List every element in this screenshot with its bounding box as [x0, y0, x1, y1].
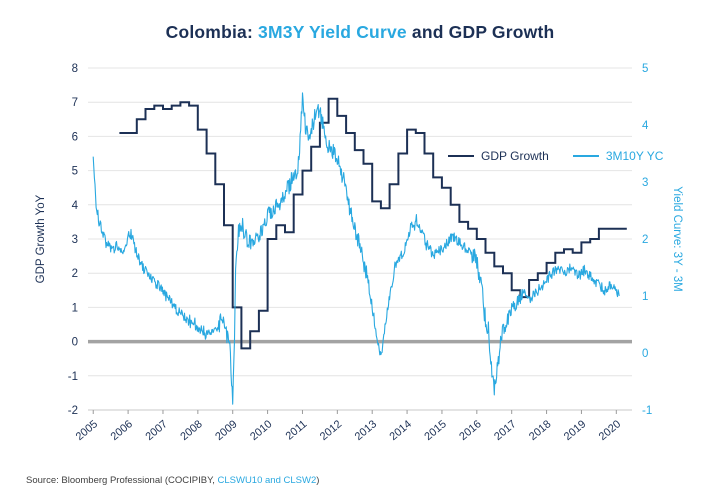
- y-left-tick-label: 2: [72, 268, 78, 280]
- x-tick-label: 2019: [562, 418, 588, 443]
- chart-canvas: 2005 2006 2007 2008 2009 2010 2011 2012 2013 2014…: [35, 63, 683, 443]
- legend: GDP Growth 3M10Y YC: [438, 146, 674, 166]
- x-tick-label: 2016: [457, 418, 483, 443]
- title-highlight: 3M3Y Yield Curve: [258, 22, 407, 42]
- x-tick-label: 2018: [527, 418, 553, 443]
- chart-title: Colombia: 3M3Y Yield Curve and GDP Growt…: [0, 22, 720, 43]
- x-tick-label: 2007: [143, 418, 169, 443]
- x-tick-label: 2006: [109, 418, 135, 443]
- x-tick-label: 2017: [492, 418, 518, 443]
- x-tick-label: 2009: [213, 418, 239, 443]
- source-suffix: ): [316, 475, 320, 486]
- x-tick-label: 2011: [284, 418, 310, 442]
- y-left-tick-label: 7: [72, 97, 78, 109]
- y-left-tick-label: 6: [72, 131, 78, 143]
- legend-item-gdp: GDP Growth: [448, 149, 549, 163]
- y-right-tick-label: 4: [642, 120, 649, 132]
- y-left-axis-title: GDP Growth YoY: [35, 194, 47, 283]
- y-left-tick-label: 3: [72, 234, 78, 246]
- y-right-tick-label: 5: [642, 63, 648, 75]
- title-suffix: and GDP Growth: [406, 22, 555, 42]
- x-tick-label: 2008: [178, 418, 204, 443]
- x-tick-label: 2010: [248, 418, 274, 443]
- y-left-tick-label: -2: [68, 405, 78, 417]
- x-tick-label: 2015: [422, 418, 448, 443]
- gdp-line-swatch: [448, 155, 474, 157]
- y-right-axis-title: Yield Curve: 3Y - 3M: [671, 186, 683, 291]
- gdp-growth-line: [119, 97, 627, 350]
- y-left-tick-label: 0: [72, 337, 78, 349]
- x-tick-label: 2012: [318, 418, 344, 443]
- y-left-tick-label: 8: [72, 63, 78, 75]
- y-right-tick-label: 2: [642, 234, 648, 246]
- y-left-tick-label: 5: [72, 166, 78, 178]
- y-right-tick-label: 0: [642, 348, 648, 360]
- y-right-tick-label: 1: [642, 291, 648, 303]
- title-prefix: Colombia:: [165, 22, 259, 42]
- source-note: Source: Bloomberg Professional (COCIPIBY…: [26, 475, 319, 486]
- y-left-tick-label: -1: [68, 371, 78, 383]
- y-right-tick-label: 3: [642, 177, 648, 189]
- y-left-tick-label: 4: [72, 200, 79, 212]
- y-left-tick-label: 1: [72, 302, 78, 314]
- x-tick-label: 2020: [597, 418, 623, 443]
- source-prefix: Source: Bloomberg Professional (COCIPIBY…: [26, 475, 218, 486]
- source-tickers: CLSWU10 and CLSW2: [217, 475, 317, 486]
- yield-curve-line-swatch: [572, 155, 599, 157]
- yield-curve-line: [92, 92, 620, 405]
- legend-label-yc: 3M10Y YC: [605, 149, 664, 163]
- x-tick-label: 2014: [388, 418, 414, 443]
- y-right-tick-label: -1: [642, 405, 652, 417]
- x-tick-label: 2005: [74, 418, 100, 443]
- x-tick-label: 2013: [353, 418, 379, 443]
- legend-item-yc: 3M10Y YC: [572, 149, 664, 163]
- legend-label-gdp: GDP Growth: [481, 149, 549, 163]
